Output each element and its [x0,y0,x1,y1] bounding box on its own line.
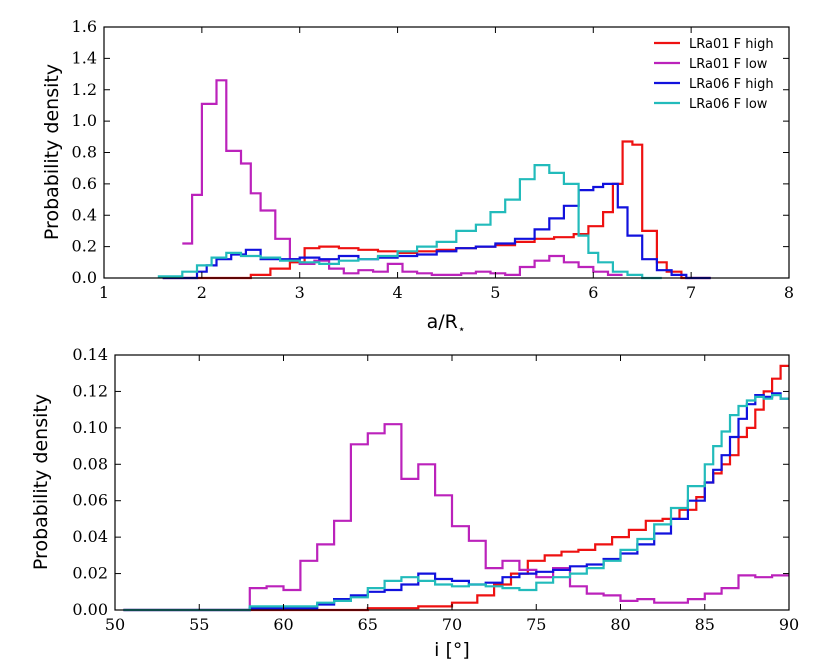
bottom-series-group [123,364,789,612]
bottom-xtick-label: 65 [358,615,378,634]
top-xaxis-label-sub: ⋆ [458,322,466,336]
top-series-lra01-f-low [182,79,623,276]
bottom-series-lra01-f-low [123,423,789,612]
top-ytick-label: 0.2 [72,237,97,256]
top-ytick-label: 1.0 [72,111,97,130]
top-xtick-label: 2 [197,283,207,302]
bottom-xtick-label: 50 [105,615,125,634]
top-ytick-label: 0.4 [72,205,97,224]
top-xtick-label: 7 [686,283,696,302]
bottom-series-lra06-f-high [123,392,789,612]
bottom-ytick-label: 0.04 [72,527,108,546]
top-panel: 1 2 3 4 5 6 7 8 0.0 0.2 0.4 0.6 0.8 1.0 … [41,17,794,336]
top-ytick-label: 1.2 [72,80,97,99]
top-series-lra06-f-low [157,164,662,280]
top-xaxis-label-main: a/R [427,311,458,333]
top-ytick-label: 1.6 [72,17,97,36]
legend-entry-lra01-f-high: LRa01 F high [689,37,774,52]
top-xtick-label: 8 [784,283,794,302]
top-ytick-label: 1.4 [72,48,97,67]
bottom-ytick-label: 0.08 [72,454,108,473]
bottom-panel: 50 55 60 65 70 75 80 85 90 0.00 0.02 0.0… [30,345,799,661]
top-xtick-label: 4 [393,283,403,302]
bottom-xtick-label: 55 [189,615,209,634]
legend-entry-lra06-f-low: LRa06 F low [689,97,768,112]
bottom-ytick-label: 0.06 [72,491,108,510]
top-series-lra06-f-high [162,182,711,280]
bottom-xtick-label: 75 [526,615,546,634]
bottom-xtick-label: 85 [695,615,715,634]
legend: LRa01 F high LRa01 F low LRa06 F high LR… [654,37,774,112]
bottom-xtick-label: 90 [779,615,799,634]
top-ytick-label: 0.6 [72,174,97,193]
top-series-group [157,79,711,280]
top-xtick-label: 6 [588,283,598,302]
top-xtick-label: 1 [99,283,109,302]
legend-entry-lra06-f-high: LRa06 F high [689,77,774,92]
bottom-xtick-label: 60 [273,615,293,634]
bottom-ytick-label: 0.00 [72,600,108,619]
top-xaxis-label: a/R⋆ [427,311,466,336]
top-ytick-label: 0.8 [72,143,97,162]
bottom-xtick-label: 80 [610,615,630,634]
top-yaxis-label: Probability density [41,64,63,240]
top-ticks-group [103,26,790,279]
top-axes-frame [103,26,790,279]
legend-entry-lra01-f-low: LRa01 F low [689,57,768,72]
bottom-series-lra06-f-low [123,394,789,612]
bottom-ticks-group [114,354,790,611]
bottom-ytick-label: 0.02 [72,564,108,583]
top-ytick-label: 0.0 [72,268,97,287]
bottom-yaxis-label: Probability density [30,394,52,570]
bottom-series-lra01-f-high [123,364,789,612]
bottom-ytick-label: 0.10 [72,418,108,437]
bottom-xtick-label: 70 [442,615,462,634]
top-xtick-label: 3 [295,283,305,302]
top-xtick-label: 5 [490,283,500,302]
bottom-axes-frame [114,354,790,611]
bottom-ytick-label: 0.14 [72,345,108,364]
bottom-ytick-label: 0.12 [72,381,108,400]
bottom-xaxis-label: i [°] [434,639,470,661]
